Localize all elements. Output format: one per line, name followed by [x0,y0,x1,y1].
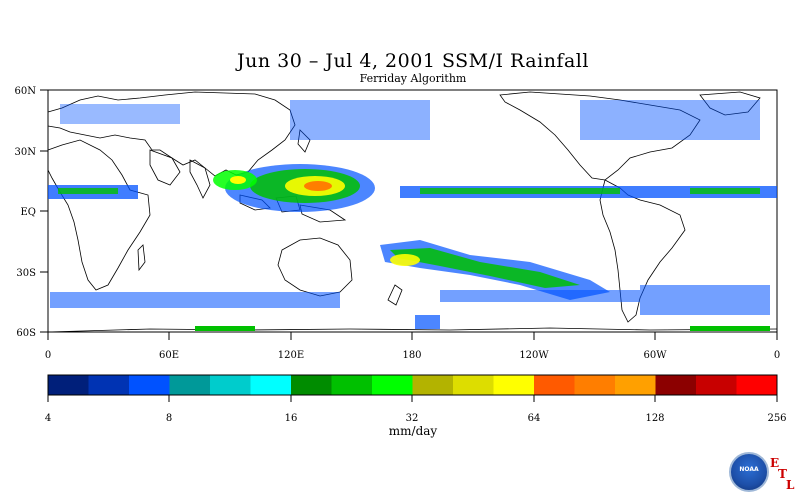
colorbar-cell [615,375,656,395]
colorbar-cell [291,375,332,395]
lon-label-120e: 120E [278,350,304,361]
colorbar-cell [169,375,211,395]
colorbar: 4 8 16 32 64 128 256 [45,374,787,424]
colorbar-cell [372,375,413,395]
colorbar-cell [696,375,737,395]
colorbar-tick-4: 4 [45,413,51,424]
colorbar-cells [48,375,778,395]
colorbar-tick-8: 8 [166,413,172,424]
rainfall-map: 60N 30N EQ 30S 60S 0 60E 120E 180 120W 6… [15,86,781,361]
colorbar-cell [88,375,130,395]
lon-label-180: 180 [402,350,421,361]
lat-label-60n: 60N [15,86,37,97]
etl-letter-t: T [778,467,787,481]
rain-bands [48,100,777,331]
colorbar-tick-64: 64 [528,413,541,424]
colorbar-tick-256: 256 [767,413,786,424]
colorbar-cell [129,375,170,395]
lon-label-60e: 60E [159,350,179,361]
lat-label-30n: 30N [15,147,37,158]
colorbar-cell [655,375,697,395]
map-subtitle: Ferriday Algorithm [359,72,467,85]
colorbar-cell [493,375,535,395]
noaa-logo-text: NOAA [739,466,759,473]
lat-label-30s: 30S [16,268,36,279]
noaa-logo: NOAA [729,452,769,492]
colorbar-cell [48,375,89,395]
colorbar-tick-128: 128 [645,413,664,424]
colorbar-cell [412,375,454,395]
colorbar-cell [574,375,616,395]
colorbar-units: mm/day [388,424,438,438]
lon-label-0-east: 0 [774,350,780,361]
lat-label-60s: 60S [16,328,36,339]
colorbar-cell [453,375,494,395]
lon-label-120w: 120W [519,350,549,361]
colorbar-cell [736,375,778,395]
lon-label-60w: 60W [643,350,667,361]
map-title: Jun 30 – Jul 4, 2001 SSM/I Rainfall [237,50,589,72]
lat-label-eq: EQ [21,207,37,218]
colorbar-cell [210,375,251,395]
colorbar-cell [534,375,575,395]
colorbar-cell [250,375,292,395]
axis-ticks [40,89,778,340]
etl-letter-e: E [770,456,780,470]
lon-label-0-west: 0 [45,350,51,361]
etl-letter-l: L [786,478,795,492]
colorbar-tick-32: 32 [406,413,419,424]
colorbar-tick-16: 16 [285,413,298,424]
colorbar-cell [331,375,373,395]
